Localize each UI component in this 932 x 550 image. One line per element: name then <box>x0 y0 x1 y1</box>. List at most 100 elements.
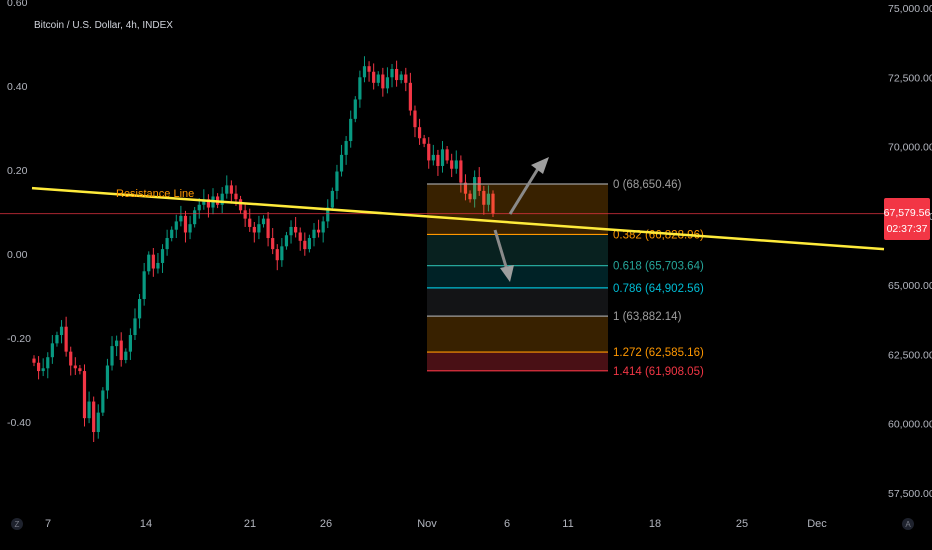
fibonacci-retracement[interactable]: 0 (68,650.46)0.382 (66,828.96)0.618 (65,… <box>427 179 704 378</box>
candle <box>82 371 87 419</box>
last-price-badge[interactable] <box>884 198 930 240</box>
candle <box>431 154 435 161</box>
candle <box>385 77 390 89</box>
candle <box>307 238 311 250</box>
candle <box>381 74 385 89</box>
candle <box>110 346 114 366</box>
candle <box>128 335 132 352</box>
candle <box>87 401 91 419</box>
time-axis-label: Dec <box>807 518 827 530</box>
candle <box>147 254 151 272</box>
candle <box>46 357 50 369</box>
time-axis-label: 14 <box>140 518 152 530</box>
candle <box>101 390 105 413</box>
candle <box>243 210 247 219</box>
left-axis-tick: -0.20 <box>7 333 31 345</box>
candle <box>257 224 261 233</box>
chart-title: Bitcoin / U.S. Dollar, 4h, INDEX <box>34 20 173 31</box>
candle <box>440 149 445 166</box>
candle <box>50 343 54 358</box>
candle <box>59 326 64 336</box>
candle <box>261 218 266 225</box>
candle <box>137 299 142 319</box>
candle <box>408 82 412 111</box>
candle <box>133 318 137 336</box>
candle <box>436 154 440 166</box>
down-arrow-icon-head <box>500 265 514 282</box>
time-axis-label: 26 <box>320 518 332 530</box>
candle <box>376 74 380 83</box>
candle <box>349 118 353 142</box>
candle <box>491 193 495 214</box>
candle <box>463 182 468 194</box>
candle <box>303 240 307 250</box>
timezone-label: Z <box>15 520 20 529</box>
left-axis-tick: 0.60 <box>7 0 28 9</box>
time-axis-label: 7 <box>45 518 51 530</box>
candle <box>330 190 334 208</box>
candle <box>284 235 289 247</box>
time-axis-label: 11 <box>562 518 573 530</box>
candle <box>367 66 371 72</box>
time-axis[interactable]: 7 14 21 26 Nov 6 11 18 25 Dec <box>45 518 827 530</box>
down-arrow-icon <box>493 229 509 271</box>
candle <box>105 365 110 391</box>
time-axis-label: 21 <box>244 518 256 530</box>
candle <box>454 160 458 169</box>
right-axis-tick: 57,500.00 <box>888 488 932 500</box>
candle <box>202 199 206 205</box>
left-axis-tick: 0.00 <box>7 249 28 261</box>
candle <box>335 171 339 191</box>
candle <box>142 271 146 299</box>
resistance-line-label: Resistance Line <box>116 188 194 200</box>
resistance-line[interactable] <box>31 186 885 251</box>
time-axis-label: Nov <box>417 518 437 530</box>
auto-scale-button[interactable] <box>902 518 914 530</box>
candle <box>271 238 275 250</box>
fib-level-label: 0.786 (64,902.56) <box>613 283 704 295</box>
candle <box>78 368 82 372</box>
candle <box>422 138 426 144</box>
right-axis-tick: 65,000.00 <box>888 280 932 292</box>
right-axis-tick: 72,500.00 <box>888 72 932 84</box>
right-axis[interactable]: 57,500.0060,000.0062,500.0065,000.0067,5… <box>888 3 932 500</box>
candle <box>399 74 403 81</box>
candle <box>69 351 73 366</box>
candle <box>115 340 119 347</box>
candle <box>174 221 178 230</box>
candle <box>427 143 431 161</box>
candle <box>275 249 279 261</box>
timezone-button[interactable] <box>11 518 23 530</box>
left-axis[interactable]: 0.60 0.40 0.20 0.00 -0.20 -0.40 <box>7 0 31 429</box>
auto-scale-label: A <box>905 520 911 529</box>
time-axis-label: 25 <box>736 518 748 530</box>
candle <box>339 154 344 172</box>
fib-level-label: 0.618 (65,703.64) <box>613 261 704 273</box>
candle <box>220 193 224 205</box>
projection-arrows <box>493 157 549 282</box>
candle <box>160 249 165 263</box>
candle-series <box>32 56 495 443</box>
candle <box>289 226 293 236</box>
candle <box>96 412 100 433</box>
candle <box>468 193 472 200</box>
candle <box>353 99 357 119</box>
fib-zone <box>427 234 608 266</box>
candle <box>473 177 477 200</box>
time-axis-label: 18 <box>649 518 661 530</box>
left-axis-tick: 0.40 <box>7 81 28 93</box>
candle <box>294 226 298 233</box>
candle <box>119 340 123 360</box>
candle <box>450 160 454 169</box>
candle <box>344 141 348 155</box>
candle <box>36 362 41 372</box>
last-price-value: 67,579.56 <box>884 207 931 219</box>
candle <box>92 401 96 433</box>
fib-zone <box>427 265 608 288</box>
candle <box>280 246 284 261</box>
candle <box>395 68 399 81</box>
candle <box>156 262 160 269</box>
candle <box>362 66 367 78</box>
bar-countdown: 02:37:37 <box>887 223 928 235</box>
